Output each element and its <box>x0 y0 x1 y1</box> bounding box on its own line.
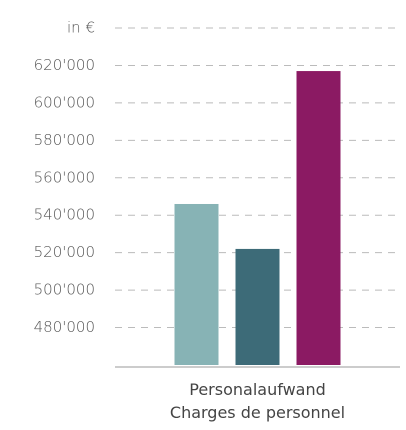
bar <box>235 248 280 365</box>
x-tick-label: Personalaufwand Charges de personnel <box>169 380 346 422</box>
y-tick-label: 500'000 <box>34 281 95 299</box>
bar <box>174 203 219 365</box>
y-tick-label: in € <box>67 19 95 37</box>
bar <box>296 71 341 366</box>
y-tick-label: 480'000 <box>34 318 95 336</box>
y-tick-label: 580'000 <box>34 131 95 149</box>
y-tick-label: 540'000 <box>34 206 95 224</box>
y-tick-label: 620'000 <box>34 56 95 74</box>
y-tick-label: 600'000 <box>34 93 95 111</box>
y-tick-label: 560'000 <box>34 168 95 186</box>
y-tick-label: 520'000 <box>34 243 95 261</box>
